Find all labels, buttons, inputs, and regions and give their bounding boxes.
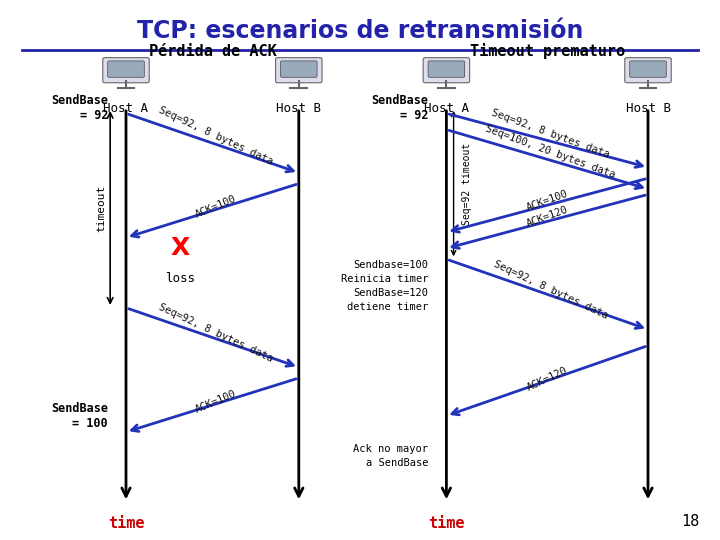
Text: time: time [428,516,464,531]
FancyBboxPatch shape [428,61,464,77]
Text: time: time [108,516,144,531]
Text: Pérdida de ACK: Pérdida de ACK [148,44,276,59]
Text: Seq=92, 8 bytes data: Seq=92, 8 bytes data [157,105,275,167]
Text: X: X [171,237,189,260]
Text: Seq=92, 8 bytes data: Seq=92, 8 bytes data [492,259,610,321]
Text: loss: loss [165,272,195,285]
FancyBboxPatch shape [625,58,671,83]
Text: Seq=92, 8 bytes data: Seq=92, 8 bytes data [490,108,611,160]
FancyBboxPatch shape [630,61,666,77]
FancyBboxPatch shape [423,58,469,83]
FancyBboxPatch shape [276,58,322,83]
Text: Host B: Host B [626,102,670,114]
FancyBboxPatch shape [108,61,144,77]
Text: Seq=100, 20 bytes data: Seq=100, 20 bytes data [485,124,617,180]
FancyBboxPatch shape [281,61,317,77]
Text: Host B: Host B [276,102,321,114]
Text: Sendbase=100
Reinicia timer
SendBase=120
detiene timer: Sendbase=100 Reinicia timer SendBase=120… [341,260,428,312]
Text: Host A: Host A [424,102,469,114]
Text: Seq=92 timeout: Seq=92 timeout [462,143,472,225]
Text: SendBase
= 100: SendBase = 100 [51,402,108,430]
Text: timeout: timeout [96,184,107,232]
Text: SendBase
= 92: SendBase = 92 [372,94,428,122]
Text: ACK=100: ACK=100 [194,388,238,414]
Text: 18: 18 [682,514,700,529]
Text: SendBase
= 92: SendBase = 92 [51,94,108,122]
Text: Seq=92, 8 bytes data: Seq=92, 8 bytes data [157,302,275,364]
Text: Timeout prematuro: Timeout prematuro [469,43,625,59]
FancyBboxPatch shape [103,58,149,83]
Text: ACK=120: ACK=120 [526,365,569,393]
Text: ACK=100: ACK=100 [194,193,238,219]
Text: TCP: escenarios de retransmisión: TCP: escenarios de retransmisión [137,19,583,43]
Text: Host A: Host A [104,102,148,114]
Text: Ack no mayor
a SendBase: Ack no mayor a SendBase [354,444,428,468]
Text: ACK=100: ACK=100 [525,188,570,213]
Text: ACK=120: ACK=120 [525,205,570,230]
